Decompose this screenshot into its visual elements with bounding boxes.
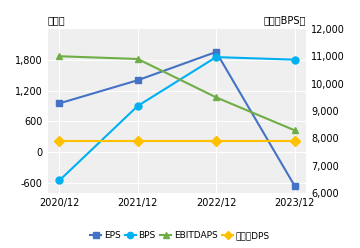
EPS	[214, 50, 218, 53]
EPS	[292, 184, 297, 187]
BPS	[57, 179, 62, 182]
보통주DPS	[136, 140, 140, 143]
Text: （원，BPS）: （원，BPS）	[264, 16, 306, 26]
EBITDAPS	[136, 58, 140, 61]
보통주DPS	[292, 140, 297, 143]
EBITDAPS	[57, 55, 62, 58]
EPS	[136, 79, 140, 82]
BPS	[136, 104, 140, 107]
Legend: EPS, BPS, EBITDAPS, 보통주DPS: EPS, BPS, EBITDAPS, 보통주DPS	[87, 227, 273, 244]
Line: 보통주DPS: 보통주DPS	[56, 138, 298, 145]
Text: （원）: （원）	[48, 16, 65, 26]
보통주DPS	[214, 140, 218, 143]
BPS	[292, 58, 297, 61]
EPS	[57, 102, 62, 105]
Line: EPS: EPS	[56, 48, 298, 189]
BPS	[214, 56, 218, 59]
Line: EBITDAPS: EBITDAPS	[56, 53, 298, 134]
Line: BPS: BPS	[56, 54, 298, 184]
보통주DPS	[57, 140, 62, 143]
EBITDAPS	[292, 129, 297, 132]
EBITDAPS	[214, 96, 218, 99]
